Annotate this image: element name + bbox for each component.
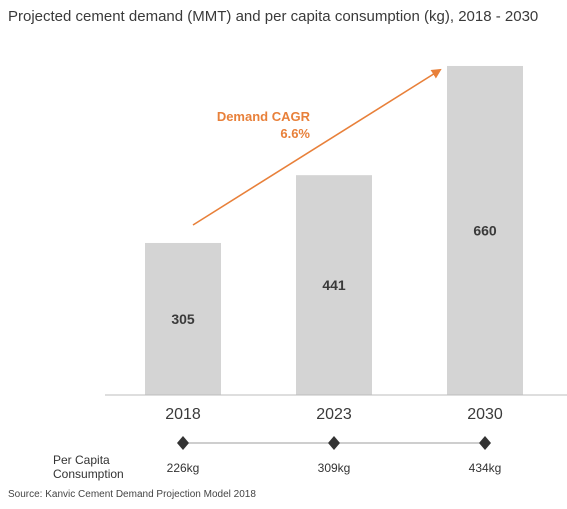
chart-title: Projected cement demand (MMT) and per ca… [8, 8, 539, 25]
value-labels-group: 305 441 660 [171, 222, 497, 326]
x-tick-labels-group: 2018 2023 2030 [165, 406, 503, 423]
x-tick-label: 2018 [165, 406, 201, 423]
bar-2023 [296, 175, 372, 395]
per-capita-value: 226kg [167, 461, 200, 475]
per-capita-value: 434kg [469, 461, 502, 475]
diamond-marker-icon [328, 436, 340, 450]
diamond-marker-icon [479, 436, 491, 450]
per-capita-label: Per Capita Consumption [53, 453, 143, 481]
x-tick-label: 2030 [467, 406, 503, 423]
per-capita-markers-group [177, 436, 491, 450]
bar-value-label: 305 [171, 311, 195, 327]
per-capita-values-group: 226kg 309kg 434kg [167, 461, 502, 475]
bar-value-label: 660 [473, 222, 497, 238]
diamond-marker-icon [177, 436, 189, 450]
per-capita-label-line2: Consumption [53, 467, 124, 481]
bar-2018 [145, 242, 221, 395]
bar-value-label: 441 [322, 277, 346, 293]
per-capita-label-line1: Per Capita [53, 453, 110, 467]
cagr-label: Demand CAGR [217, 109, 311, 124]
bars-group [145, 65, 523, 396]
cagr-arrow [192, 68, 442, 226]
x-tick-label: 2023 [316, 406, 352, 423]
source-note: Source: Kanvic Cement Demand Projection … [8, 489, 256, 500]
per-capita-value: 309kg [318, 461, 351, 475]
cagr-value: 6.6% [280, 126, 310, 141]
bar-2030 [447, 65, 523, 396]
